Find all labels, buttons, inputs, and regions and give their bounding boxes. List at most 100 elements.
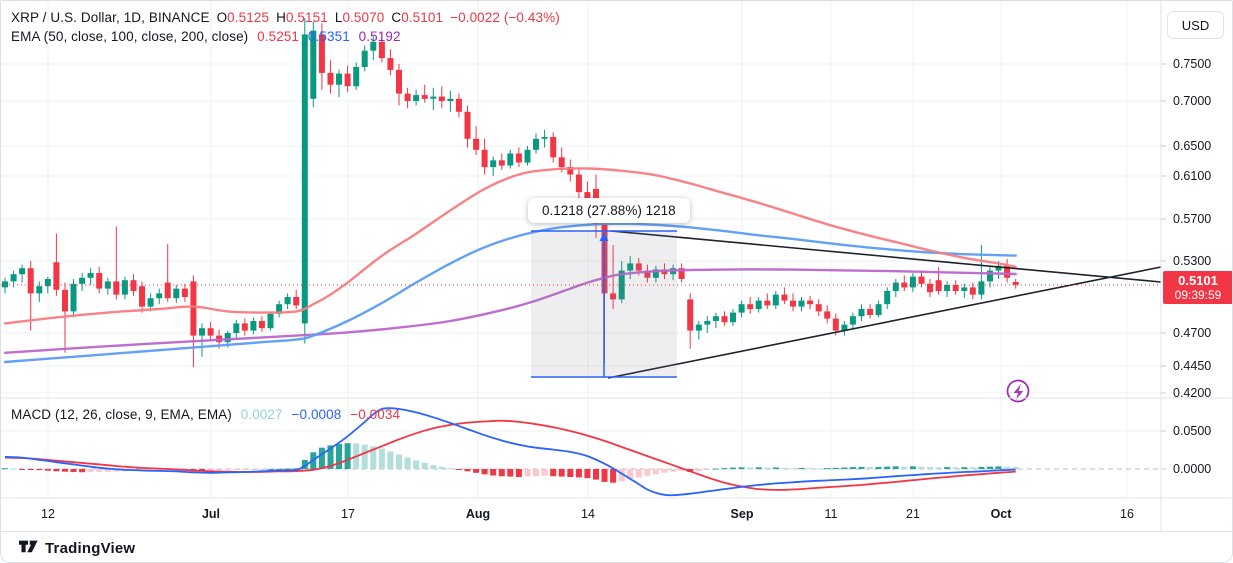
candle <box>327 72 334 85</box>
ema200-value: 0.5192 <box>358 29 401 44</box>
candle <box>575 174 582 193</box>
ema-legend[interactable]: EMA (50, close, 100, close, 200, close) … <box>11 29 401 44</box>
candle <box>858 309 865 317</box>
candle <box>447 98 454 101</box>
candle <box>113 281 120 295</box>
ema100-line <box>3 222 1017 364</box>
candle <box>987 270 993 282</box>
price-tick-label: 0.5300 <box>1173 254 1211 268</box>
high-value: 0.5151 <box>285 10 328 25</box>
price-range-measure[interactable] <box>531 230 677 378</box>
candle <box>241 323 248 331</box>
open-value: 0.5125 <box>227 10 270 25</box>
ema50-value: 0.5251 <box>257 29 300 44</box>
candle <box>361 50 368 67</box>
time-tick-label: Oct <box>991 507 1013 521</box>
candle <box>370 41 377 51</box>
candle <box>62 289 68 312</box>
candle <box>139 286 145 307</box>
candle <box>567 167 574 175</box>
candle <box>704 321 711 325</box>
pane-separators[interactable] <box>1 1 1233 531</box>
candle <box>2 281 8 288</box>
candle <box>481 149 488 168</box>
tradingview-logo-link[interactable]: TradingView <box>19 540 135 557</box>
candle <box>944 285 951 291</box>
candle <box>730 312 736 323</box>
candle <box>635 263 642 271</box>
measure-tooltip-text: 0.1218 (27.88%) 1218 <box>542 203 676 218</box>
candle <box>798 300 805 307</box>
candle <box>790 300 796 307</box>
candle <box>1012 282 1019 285</box>
candle <box>164 282 171 299</box>
candle <box>550 137 557 158</box>
candle <box>884 291 891 305</box>
candle <box>781 294 788 301</box>
candle <box>455 98 462 112</box>
close-value: 0.5101 <box>401 10 444 25</box>
candle <box>764 300 771 306</box>
countdown-timer: 09:39:59 <box>1174 288 1222 302</box>
candle <box>70 283 77 312</box>
candle <box>121 280 128 295</box>
candle <box>721 316 728 323</box>
candle <box>96 273 103 289</box>
trendline-2[interactable] <box>607 266 1162 379</box>
candle <box>301 34 308 324</box>
trendline-1[interactable] <box>610 230 1162 283</box>
ema50-line <box>3 167 1017 325</box>
price-tick-label: 0.0000 <box>1173 462 1211 476</box>
candle <box>832 318 839 331</box>
measure-tooltip: 0.1218 (27.88%) 1218 <box>528 198 690 223</box>
instant-trading-lightning-icon[interactable] <box>1006 379 1030 403</box>
candle <box>969 287 976 295</box>
candles <box>2 18 1019 368</box>
footer-bar: TradingView <box>1 531 1232 562</box>
candle <box>507 153 514 166</box>
candle <box>995 265 1002 271</box>
macd-histogram <box>2 443 1019 483</box>
candle <box>541 137 548 139</box>
time-tick-label: Aug <box>466 507 490 521</box>
price-tick-label: 0.4700 <box>1173 326 1211 340</box>
macd-legend[interactable]: MACD (12, 26, close, 9, EMA, EMA) 0.0027… <box>11 407 400 422</box>
symbol-legend[interactable]: XRP / U.S. Dollar, 1D, BINANCE O0.5125 H0.… <box>11 10 560 25</box>
candle <box>53 262 60 290</box>
candle <box>224 333 231 343</box>
candle <box>36 286 43 294</box>
candle <box>464 111 471 139</box>
candle <box>849 316 856 325</box>
last-price-badge[interactable]: 0.5101 09:39:59 <box>1163 271 1232 304</box>
tradingview-logo-text: TradingView <box>45 539 136 557</box>
candle <box>267 313 274 329</box>
price-axis[interactable]: 0.7500 0.7000 0.6500 0.6100 0.5700 0.5300 0.47… <box>1161 57 1211 476</box>
time-tick-label: 21 <box>906 507 920 521</box>
candle <box>627 263 634 271</box>
candle <box>293 297 300 306</box>
candle <box>892 282 899 291</box>
candle <box>755 300 762 309</box>
low-value: 0.5070 <box>342 10 385 25</box>
candle <box>687 299 694 331</box>
macd-hist-value: 0.0027 <box>240 407 283 422</box>
time-tick-label: 12 <box>41 507 55 521</box>
close-label: C <box>391 10 402 25</box>
time-tick-label: 11 <box>825 507 838 521</box>
candle <box>533 138 539 150</box>
candle <box>712 316 719 321</box>
candle <box>199 328 205 336</box>
candle <box>610 293 617 300</box>
candle <box>738 304 745 313</box>
candle <box>378 41 385 59</box>
time-axis[interactable]: 12 Jul 17 Aug 14 Sep 11 21 Oct 16 <box>41 507 1134 521</box>
candle <box>130 280 137 291</box>
candle <box>336 73 342 85</box>
candle <box>190 281 197 336</box>
candle <box>156 293 163 299</box>
candle <box>490 160 497 168</box>
candle <box>935 280 942 291</box>
currency-toggle-button[interactable]: USD <box>1167 11 1224 39</box>
chart-svg[interactable]: 0.7500 0.7000 0.6500 0.6100 0.5700 0.5300 0.47… <box>1 1 1233 531</box>
candle <box>421 95 428 99</box>
